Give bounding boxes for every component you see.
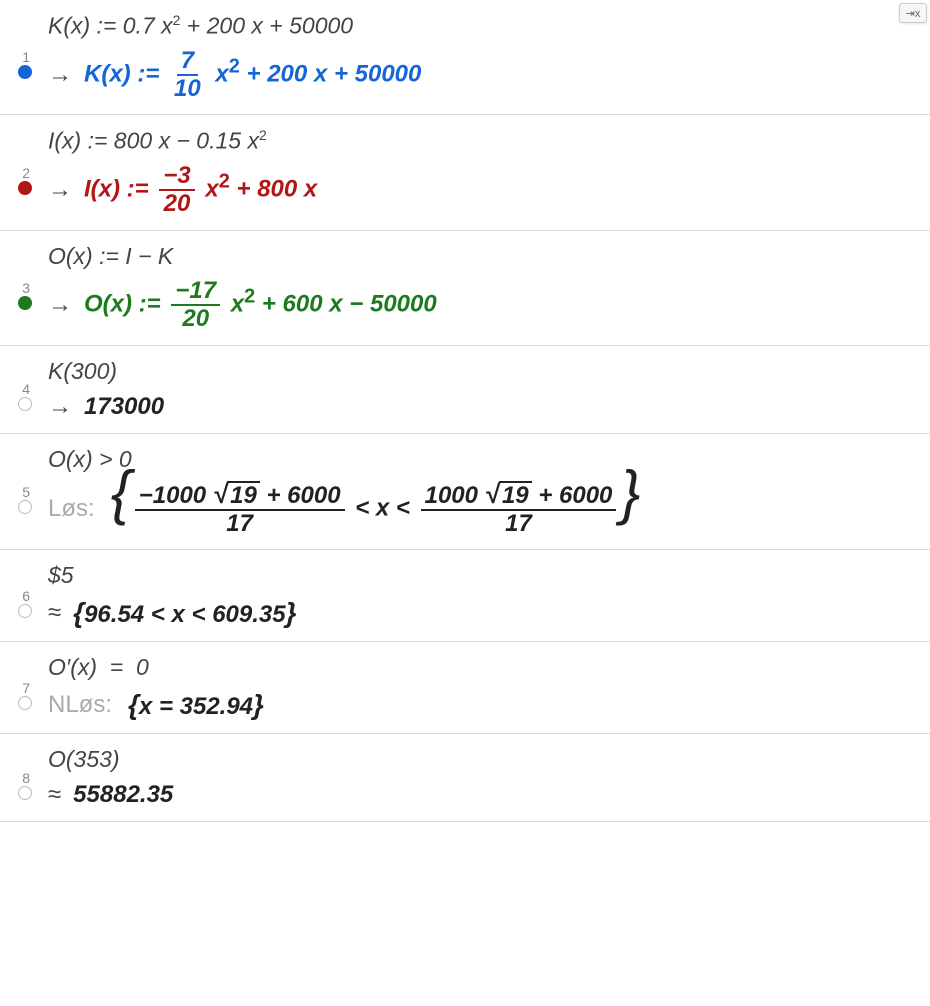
visibility-dot-icon[interactable] bbox=[18, 500, 32, 514]
output-expression: ≈ {96.54 < x < 609.35} bbox=[48, 597, 930, 629]
row-number: 2 bbox=[0, 165, 30, 181]
output-body: 173000 bbox=[84, 393, 164, 421]
rows-container: 1 K(x) := 0.7 x2 + 200 x + 50000 → K(x) := … bbox=[0, 0, 930, 822]
visibility-dot-icon[interactable] bbox=[18, 65, 32, 79]
row-number: 6 bbox=[0, 588, 30, 604]
solver-label: NLøs: bbox=[48, 691, 112, 719]
cas-row[interactable]: 3 O(x) := I − K → O(x) := −1720 x2 + 600 x … bbox=[0, 231, 930, 346]
output-body: O(x) := −1720 x2 + 600 x − 50000 bbox=[84, 278, 437, 333]
output-body: I(x) := −320 x2 + 800 x bbox=[84, 163, 317, 218]
input-expression[interactable]: $5 bbox=[48, 562, 930, 589]
row-number: 4 bbox=[0, 381, 30, 397]
row-number: 7 bbox=[0, 680, 30, 696]
input-expression[interactable]: O(353) bbox=[48, 746, 930, 773]
output-expression: → I(x) := −320 x2 + 800 x bbox=[48, 163, 930, 218]
row-number: 1 bbox=[0, 49, 30, 65]
input-expression[interactable]: O(x) > 0 bbox=[48, 446, 930, 473]
visibility-dot-icon[interactable] bbox=[18, 296, 32, 310]
arrow-icon: → bbox=[48, 61, 72, 89]
output-expression: Løs: {−1000 √19 + 600017 < x < 1000 √19 +… bbox=[48, 481, 930, 538]
output-body: {x = 352.94} bbox=[128, 689, 264, 721]
visibility-dot-icon[interactable] bbox=[18, 397, 32, 411]
arrow-icon: → bbox=[48, 176, 72, 204]
cas-row[interactable]: 4 K(300) → 173000 bbox=[0, 346, 930, 434]
output-body: 55882.35 bbox=[73, 781, 173, 809]
cas-row[interactable]: 6 $5 ≈ {96.54 < x < 609.35} bbox=[0, 550, 930, 642]
output-body: {96.54 < x < 609.35} bbox=[73, 597, 296, 629]
arrow-icon: → bbox=[48, 393, 72, 421]
visibility-dot-icon[interactable] bbox=[18, 604, 32, 618]
output-expression: → O(x) := −1720 x2 + 600 x − 50000 bbox=[48, 278, 930, 333]
output-expression: → 173000 bbox=[48, 393, 930, 421]
cas-row[interactable]: 7 O′(x) = 0 NLøs: {x = 352.94} bbox=[0, 642, 930, 734]
solver-label: Løs: bbox=[48, 495, 95, 523]
approx-icon: ≈ bbox=[48, 781, 61, 809]
row-number: 8 bbox=[0, 770, 30, 786]
input-expression[interactable]: O′(x) = 0 bbox=[48, 654, 930, 681]
input-expression[interactable]: O(x) := I − K bbox=[48, 243, 930, 270]
input-expression[interactable]: K(300) bbox=[48, 358, 930, 385]
output-expression: NLøs: {x = 352.94} bbox=[48, 689, 930, 721]
arrow-icon: → bbox=[48, 291, 72, 319]
output-expression: ≈55882.35 bbox=[48, 781, 930, 809]
visibility-dot-icon[interactable] bbox=[18, 696, 32, 710]
cas-row[interactable]: 2 I(x) := 800 x − 0.15 x2 → I(x) := −320 x2… bbox=[0, 115, 930, 230]
input-expression[interactable]: I(x) := 800 x − 0.15 x2 bbox=[48, 127, 930, 155]
cas-panel: ⇥x 1K(x) := 0.7 x2 + 200 x + 50000→K(x) … bbox=[0, 0, 930, 822]
visibility-dot-icon[interactable] bbox=[18, 181, 32, 195]
approx-icon: ≈ bbox=[48, 599, 61, 627]
row-number: 3 bbox=[0, 280, 30, 296]
row-number: 5 bbox=[0, 484, 30, 500]
cas-row[interactable]: 1 K(x) := 0.7 x2 + 200 x + 50000 → K(x) := … bbox=[0, 0, 930, 115]
output-body: K(x) := 710 x2 + 200 x + 50000 bbox=[84, 48, 421, 103]
cas-row[interactable]: 8 O(353) ≈55882.35 bbox=[0, 734, 930, 822]
visibility-dot-icon[interactable] bbox=[18, 786, 32, 800]
cas-row[interactable]: 5 O(x) > 0 Løs: {−1000 √19 + 600017 < x < 1… bbox=[0, 434, 930, 551]
output-body: {−1000 √19 + 600017 < x < 1000 √19 + 600… bbox=[111, 481, 641, 538]
output-expression: → K(x) := 710 x2 + 200 x + 50000 bbox=[48, 48, 930, 103]
input-expression[interactable]: K(x) := 0.7 x2 + 200 x + 50000 bbox=[48, 12, 930, 40]
